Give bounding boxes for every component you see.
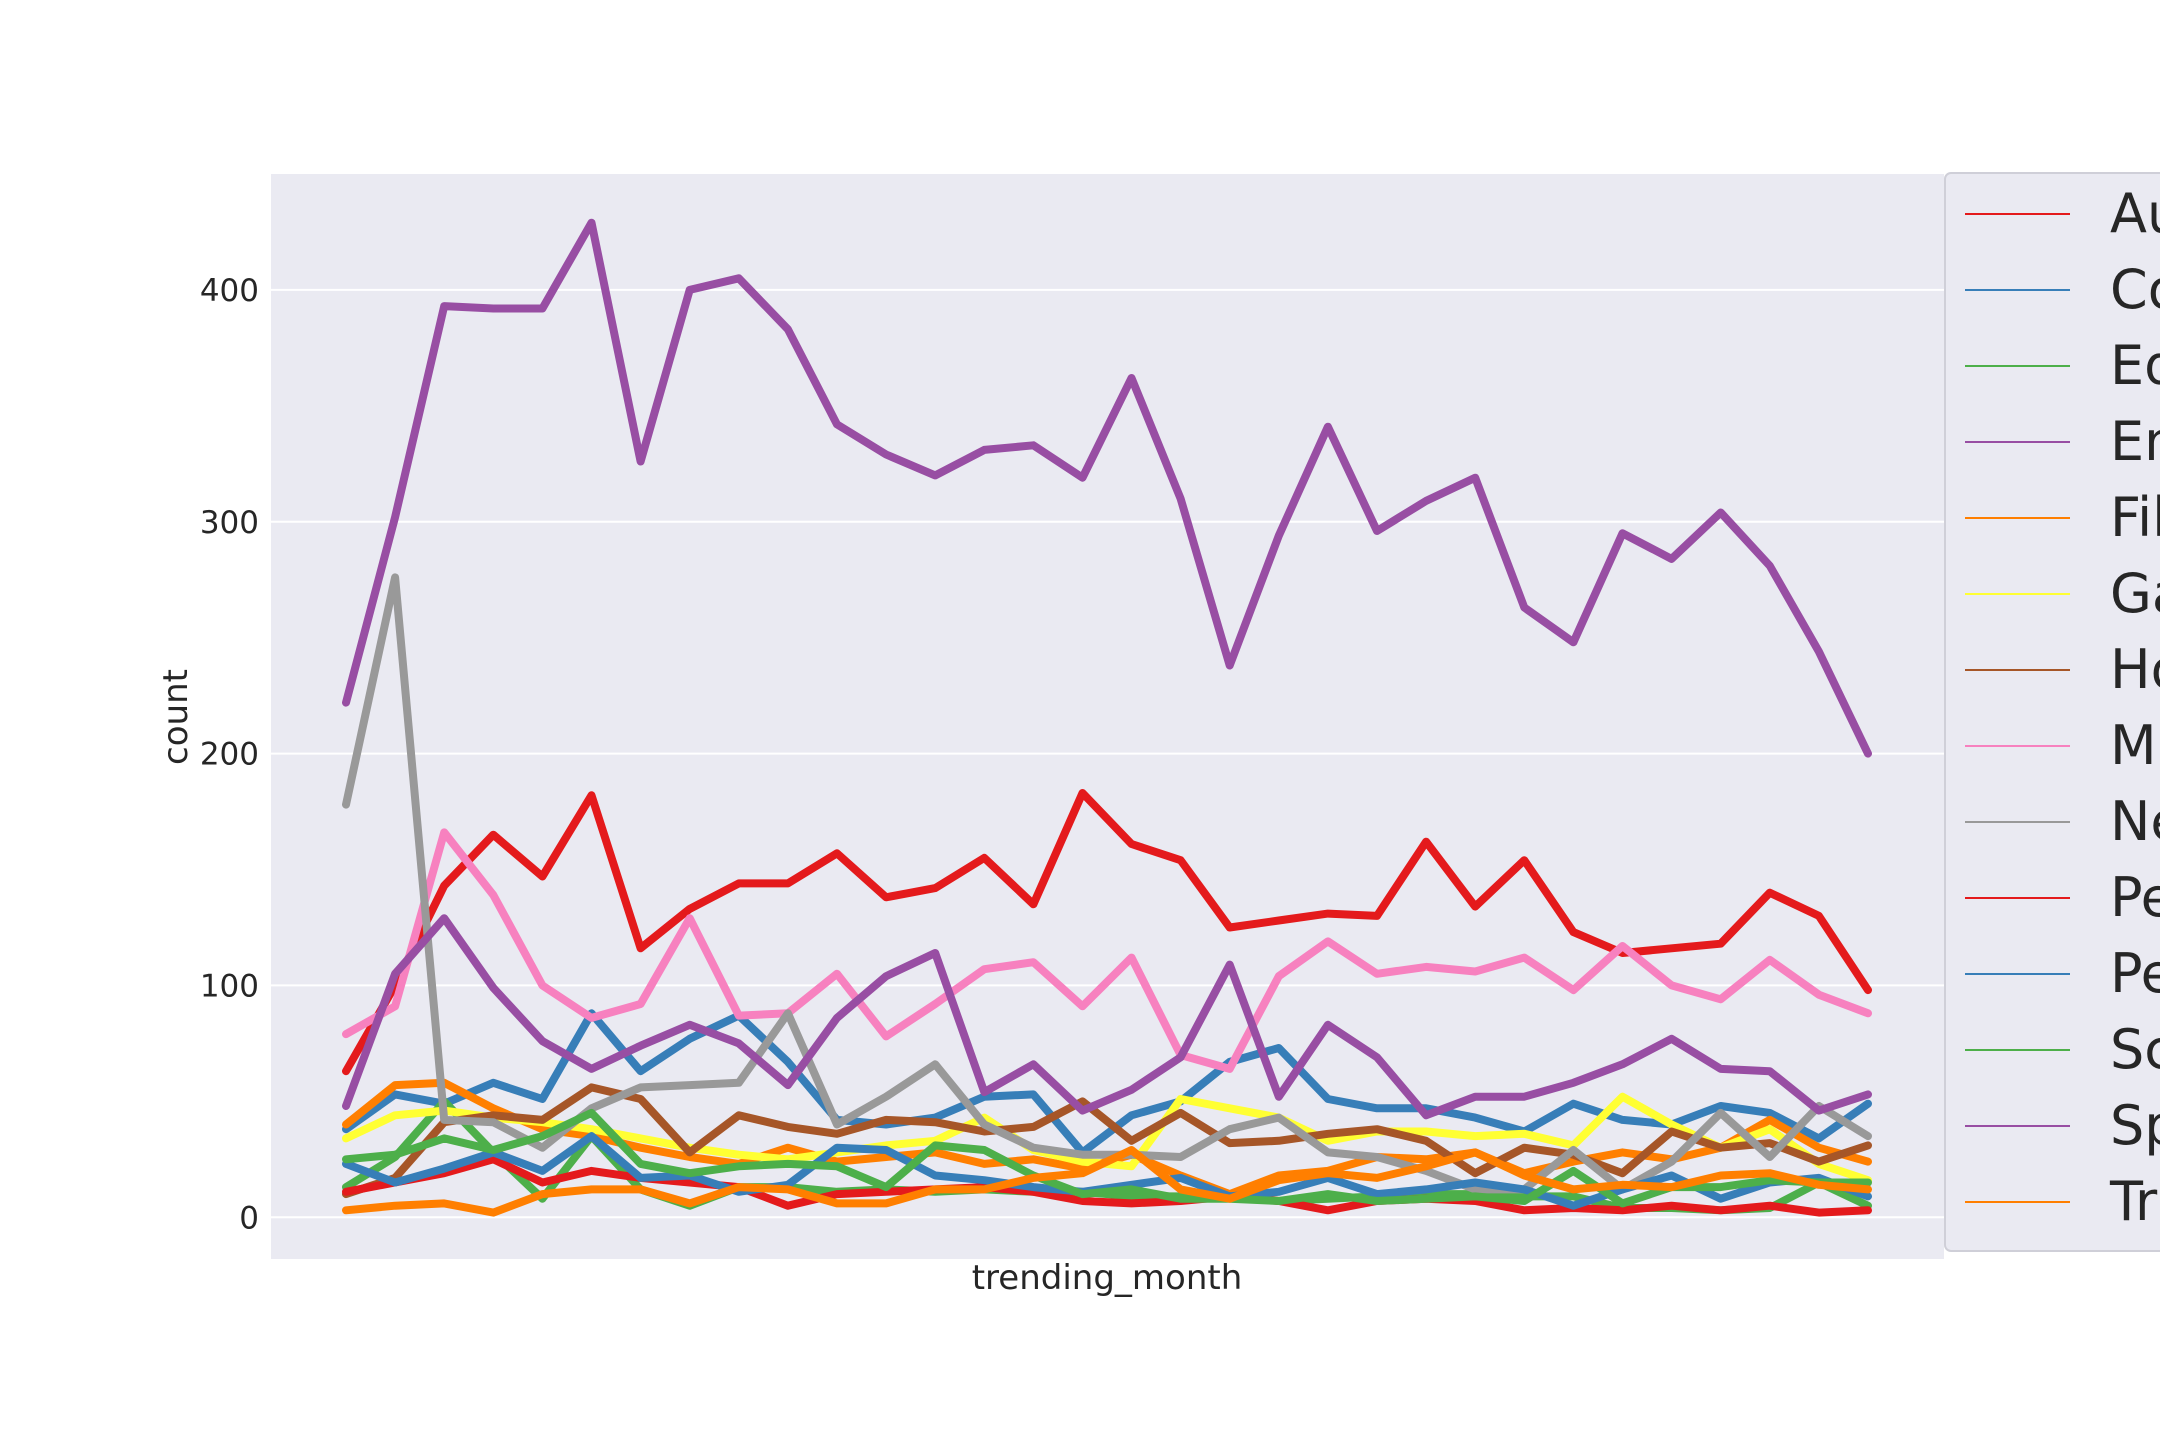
y-tick-label-300: 300 <box>200 505 259 541</box>
y-tick-label-0: 0 <box>239 1200 259 1236</box>
legend-label-1: Co <box>2110 258 2160 321</box>
legend-label-2: Ed <box>2110 334 2160 397</box>
y-tick-label-400: 400 <box>200 273 259 309</box>
series-line-1 <box>342 1009 1872 1157</box>
legend-label-9: Pe <box>2110 866 2160 929</box>
legend-label-10: Pe <box>2110 942 2160 1005</box>
series-line-9 <box>342 1155 1872 1217</box>
legend: Au Co Ed En Fil Ga Ho Mu Ne Pe Pe Sc Sp Tr <box>1944 172 2160 1252</box>
series-line-11 <box>342 1108 1872 1208</box>
series-lines <box>342 218 1872 1217</box>
legend-label-4: Fil <box>2110 486 2160 549</box>
y-tick-label-200: 200 <box>200 737 259 773</box>
series-line-6 <box>342 1083 1872 1199</box>
legend-label-11: Sc <box>2110 1018 2160 1081</box>
y-axis-label: count <box>156 669 196 765</box>
legend-label-5: Ga <box>2110 562 2160 625</box>
legend-label-3: En <box>2110 410 2160 473</box>
legend-label-0: Au <box>2110 182 2160 245</box>
legend-label-13: Tr <box>2109 1170 2158 1233</box>
series-line-3 <box>342 218 1872 758</box>
series-line-7 <box>342 828 1872 1073</box>
x-axis-label: trending_month <box>972 1258 1243 1298</box>
series-line-12 <box>342 914 1872 1120</box>
y-tick-labels: 0 100 200 300 400 <box>200 273 259 1236</box>
series-line-13 <box>342 1146 1872 1217</box>
y-tick-label-100: 100 <box>200 968 259 1004</box>
legend-label-8: Ne <box>2110 790 2160 853</box>
legend-label-12: Sp <box>2110 1094 2160 1157</box>
legend-label-6: Ho <box>2110 638 2160 701</box>
legend-label-7: Mu <box>2110 714 2160 777</box>
